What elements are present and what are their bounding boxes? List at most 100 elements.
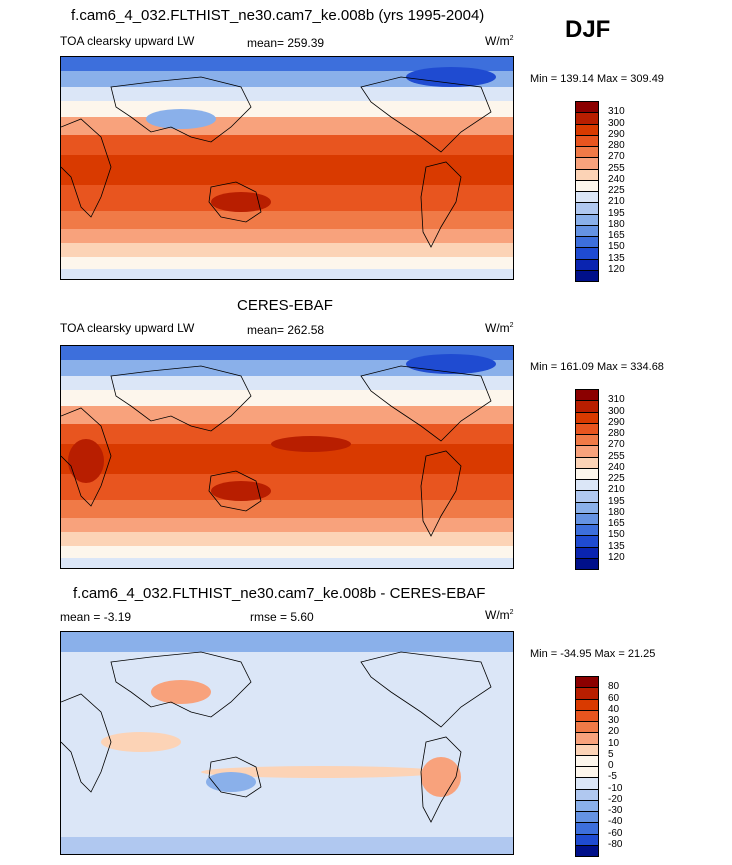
colorbar-tick-label: 290 <box>608 128 625 140</box>
australia-outline <box>208 756 262 798</box>
band-nh-subtropic <box>61 406 513 424</box>
panel2-units: W/m2 <box>485 321 514 335</box>
band-southern <box>61 243 513 257</box>
colorbar-tick-label: 135 <box>608 252 625 264</box>
band-nh-subtropic <box>61 117 513 135</box>
band-sh-midlat <box>61 518 513 532</box>
australia-outline <box>208 181 262 223</box>
africa-outline <box>61 118 112 218</box>
band-tropic-s <box>61 185 513 211</box>
colorbar-tick-label: 225 <box>608 185 625 196</box>
colorbar-tick-label: 0 <box>608 760 614 771</box>
band-arctic <box>61 632 513 652</box>
colorbar-tick-label: 195 <box>608 207 625 219</box>
panel3-rmse: rmse = 5.60 <box>250 610 314 624</box>
africa-outline <box>61 693 112 793</box>
colorbar-tick-label: 120 <box>608 263 625 275</box>
colorbar-tick-label: 60 <box>608 692 620 704</box>
colorbar-tick-label: 40 <box>608 703 620 715</box>
colorbar-tick-label: 270 <box>608 151 625 163</box>
panel1-map-svg <box>61 57 513 279</box>
colorbar-tick-label: 10 <box>608 737 620 749</box>
band-sh-subtropic <box>61 500 513 518</box>
season-label: DJF <box>565 16 611 43</box>
panel3-mean: mean = -3.19 <box>60 610 132 624</box>
colorbar-tick-label: 20 <box>608 726 620 738</box>
colorbar-tick-label: -30 <box>608 805 623 816</box>
panel1-title: f.cam6_4_032.FLTHIST_ne30.cam7_ke.008b (… <box>71 7 485 24</box>
coastlines <box>61 76 492 248</box>
africa-hot <box>68 439 104 483</box>
colorbar-tick-label: 300 <box>608 405 625 417</box>
colorbar-tick-label: 120 <box>608 551 625 563</box>
colorbar-tick-label: 310 <box>608 394 625 406</box>
band-tropic <box>61 155 513 185</box>
band-nh <box>61 390 513 406</box>
band-tropic-s <box>61 474 513 500</box>
tropic-warm-band <box>201 766 441 778</box>
band-antarctic <box>61 558 513 568</box>
band-tropic-n <box>61 424 513 444</box>
colorbar-tick-label: -10 <box>608 782 623 794</box>
panel1-colorbar <box>575 101 599 282</box>
colorbar-tick-label: 150 <box>608 241 625 253</box>
asia-outline <box>110 651 252 718</box>
colorbar-tick-label: 80 <box>608 681 620 693</box>
tibet-cold <box>146 109 216 129</box>
panel3-map <box>60 631 514 855</box>
panel2-map <box>60 345 514 569</box>
panel1-mean: mean= 259.39 <box>247 36 325 50</box>
colorbar-tick-label: 5 <box>608 748 614 760</box>
canada-cold <box>406 67 496 87</box>
colorbar-tick-label: 310 <box>608 106 625 118</box>
panel2-range: Min = 161.09 Max = 334.68 <box>530 361 664 373</box>
colorbar-tick-label: 180 <box>608 218 625 230</box>
band-midlat <box>61 87 513 101</box>
colorbar-tick-label: 210 <box>608 196 625 208</box>
band-southern-ocean <box>61 546 513 558</box>
colorbar-swatch <box>575 844 599 857</box>
band-sh-midlat <box>61 229 513 243</box>
panel2-map-svg <box>61 346 513 568</box>
band-antarctic <box>61 837 513 854</box>
south-america-outline <box>420 736 462 823</box>
colorbar-tick-label: 280 <box>608 140 625 151</box>
australia-cold <box>206 772 256 792</box>
colorbar-tick-label: -20 <box>608 793 623 805</box>
colorbar-tick-label: 210 <box>608 484 625 496</box>
tibet-warm <box>151 680 211 704</box>
asia-outline <box>110 365 252 432</box>
panel1-range: Min = 139.14 Max = 309.49 <box>530 73 664 85</box>
panel3-range: Min = -34.95 Max = 21.25 <box>530 648 656 660</box>
panel2-colorbar <box>575 389 599 570</box>
colorbar-tick-label: 135 <box>608 540 625 552</box>
panel2-mean: mean= 262.58 <box>247 323 325 337</box>
panel2-title: CERES-EBAF <box>237 297 333 314</box>
band-antarctic <box>61 269 513 279</box>
south-america-outline <box>420 161 462 248</box>
colorbar-tick-label: 280 <box>608 428 625 439</box>
north-america-outline <box>360 76 492 153</box>
africa-outline <box>61 407 112 507</box>
colorbar-tick-label: 290 <box>608 416 625 428</box>
australia-hot <box>211 481 271 501</box>
colorbar-tick-label: -60 <box>608 827 623 839</box>
band-southern <box>61 532 513 546</box>
canada-cold <box>406 354 496 374</box>
colorbar-tick-label: 255 <box>608 450 625 462</box>
colorbar-tick-label: 270 <box>608 439 625 451</box>
band-nh <box>61 101 513 117</box>
indian-ocean-warm <box>101 732 181 752</box>
coastlines <box>61 651 492 823</box>
colorbar-tick-label: 225 <box>608 473 625 484</box>
band-sh-subtropic <box>61 211 513 229</box>
colorbar-tick-label: 240 <box>608 173 625 185</box>
colorbar-tick-label: -80 <box>608 838 623 850</box>
colorbar-tick-label: 195 <box>608 495 625 507</box>
colorbar-tick-label: 180 <box>608 506 625 518</box>
panel1-units: W/m2 <box>485 34 514 48</box>
colorbar-tick-label: 300 <box>608 117 625 129</box>
pacific-hot <box>271 436 351 452</box>
band-arctic <box>61 57 513 71</box>
colorbar-tick-label: 255 <box>608 162 625 174</box>
